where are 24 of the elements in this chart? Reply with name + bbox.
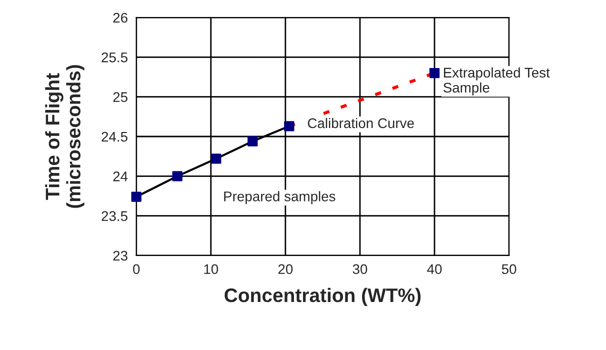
- x-tick-label: 50: [502, 264, 516, 274]
- y-tick-label: 23: [113, 250, 128, 261]
- annotation: Prepared samples: [224, 191, 336, 204]
- y-axis-title: Time of Flight (microseconds): [45, 65, 84, 208]
- point: [248, 136, 258, 146]
- annotation: Calibration Curve: [308, 118, 414, 128]
- y-tick-label: 24: [113, 172, 128, 182]
- point: [429, 68, 440, 78]
- y-tick-label: 24.5: [102, 132, 128, 142]
- x-tick-label: 10: [204, 264, 218, 274]
- point: [211, 154, 222, 164]
- y-tick-label: 23.5: [102, 211, 128, 222]
- y-tick-label: 25: [113, 92, 128, 102]
- point: [284, 121, 294, 132]
- x-tick-label: 20: [278, 264, 293, 274]
- y-tick-label: 25.5: [102, 52, 128, 62]
- x-axis-title: Concentration (WT%): [224, 288, 421, 306]
- annotation: Extrapolated Test Sample: [443, 67, 550, 96]
- x-tick-label: 30: [352, 264, 368, 274]
- y-tick-label: 26: [113, 12, 128, 23]
- x-tick-label: 0: [133, 264, 140, 274]
- x-tick-label: 40: [427, 264, 442, 274]
- point: [131, 192, 142, 202]
- point: [172, 171, 182, 182]
